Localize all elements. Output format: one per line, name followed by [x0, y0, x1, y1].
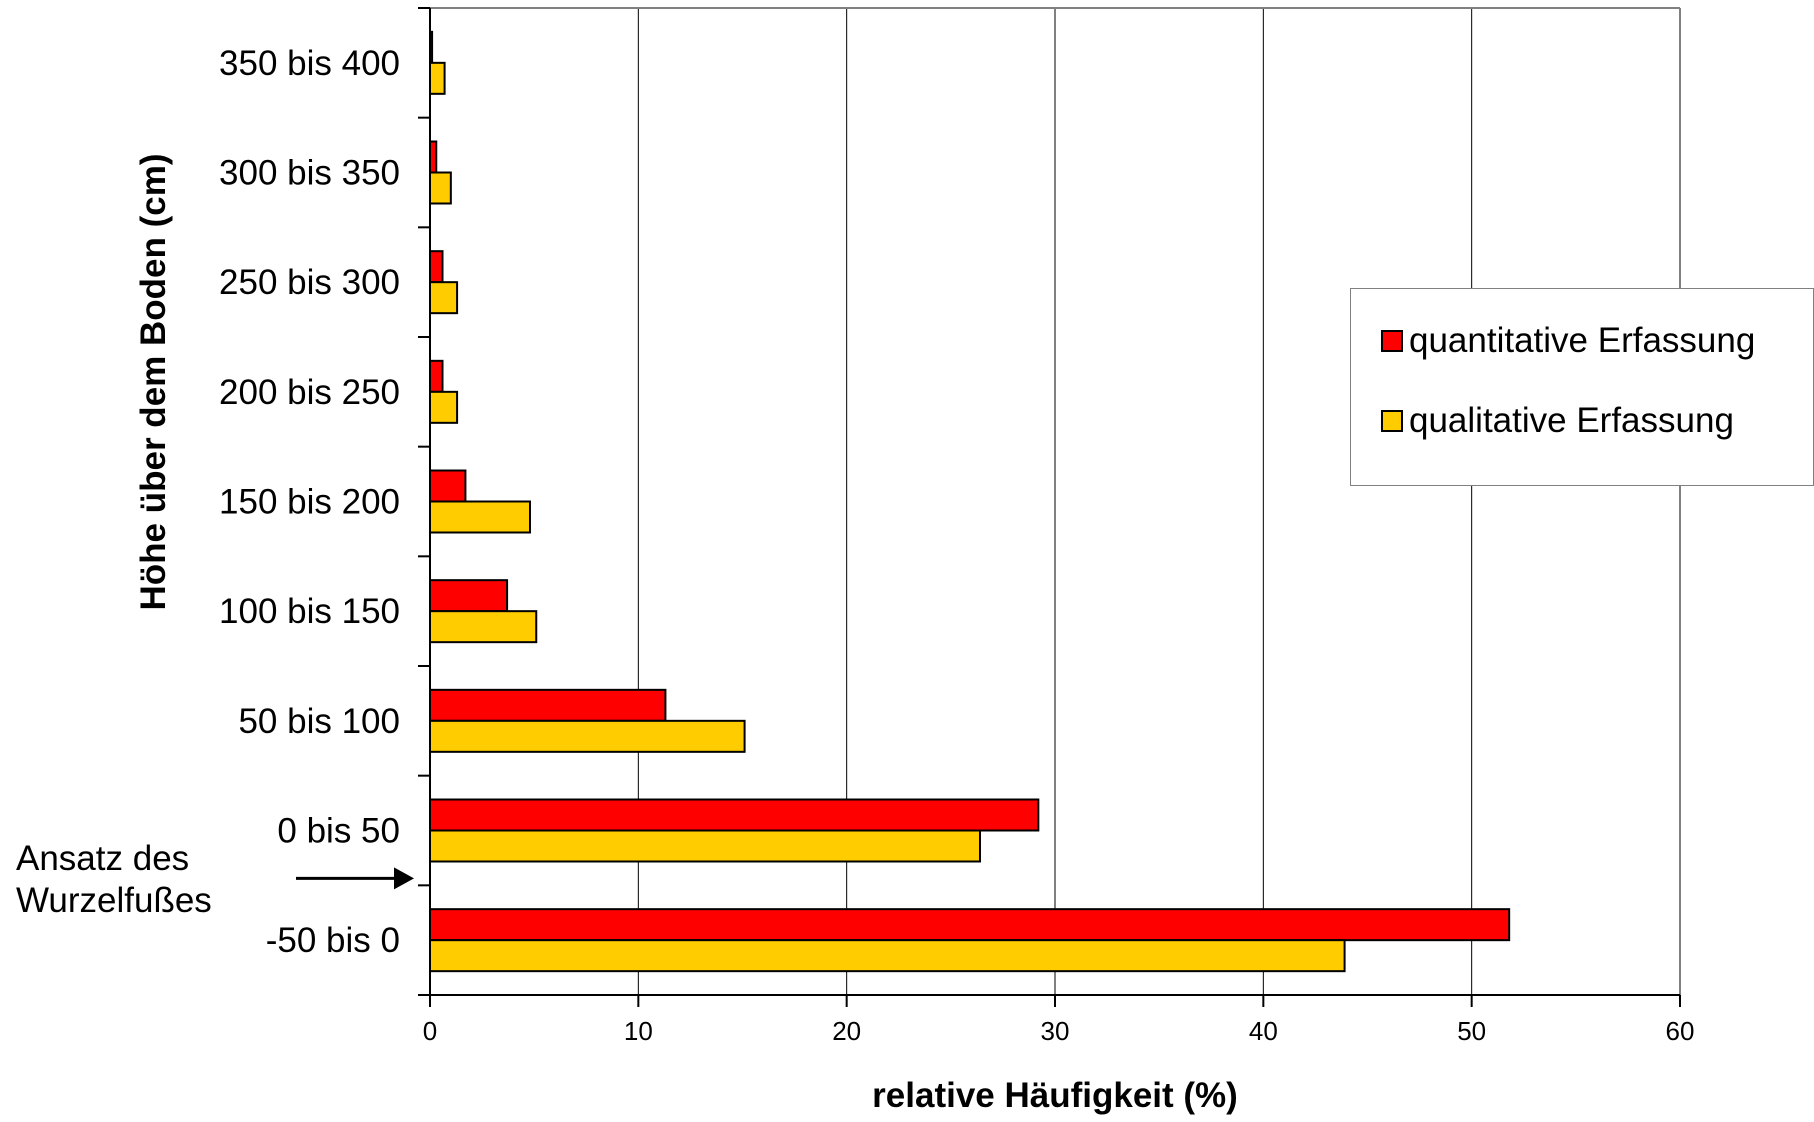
legend-label-qualitative: qualitative Erfassung	[1409, 401, 1734, 440]
bar-qualitative-5	[429, 390, 459, 424]
bar-qualitative-3	[429, 610, 538, 644]
x-axis-title: relative Häufigkeit (%)	[872, 1076, 1238, 1115]
y-tick-label-0: -50 bis 0	[266, 921, 400, 960]
legend-swatch-qualitative	[1381, 410, 1403, 432]
legend-swatch-quantitative	[1381, 330, 1403, 352]
y-tick-label-4: 150 bis 200	[219, 483, 400, 522]
y-tick-label-3: 100 bis 150	[219, 592, 400, 631]
x-tick-label-40: 40	[1249, 1016, 1278, 1046]
y-tick-label-2: 50 bis 100	[238, 702, 400, 741]
bar-quantitative-4	[429, 469, 467, 503]
bar-qualitative-7	[429, 171, 452, 205]
bar-quantitative-2	[429, 688, 667, 722]
x-tick-label-20: 20	[832, 1016, 861, 1046]
legend: quantitative Erfassung qualitative Erfas…	[1350, 288, 1814, 486]
bar-quantitative-1	[429, 798, 1040, 832]
annotation-line-2: Wurzelfußes	[16, 881, 212, 920]
y-tick-label-5: 200 bis 250	[219, 373, 400, 412]
bar-quantitative-5	[429, 359, 444, 393]
legend-item-qualitative: qualitative Erfassung	[1381, 401, 1734, 441]
bar-quantitative-3	[429, 579, 509, 613]
y-axis-title: Höhe über dem Boden (cm)	[134, 154, 173, 611]
bar-quantitative-6	[429, 250, 444, 284]
legend-item-quantitative: quantitative Erfassung	[1381, 321, 1755, 361]
y-tick-label-6: 250 bis 300	[219, 263, 400, 302]
y-tick-label-8: 350 bis 400	[219, 44, 400, 83]
bar-quantitative-0	[429, 908, 1511, 942]
bar-qualitative-0	[429, 939, 1346, 973]
legend-label-quantitative: quantitative Erfassung	[1409, 321, 1756, 360]
y-tick-label-1: 0 bis 50	[277, 812, 400, 851]
x-tick-label-30: 30	[1041, 1016, 1070, 1046]
x-tick-label-60: 60	[1666, 1016, 1695, 1046]
bar-qualitative-8	[429, 61, 446, 95]
bar-qualitative-6	[429, 281, 459, 315]
bar-qualitative-1	[429, 829, 981, 863]
bar-qualitative-2	[429, 719, 746, 753]
x-tick-label-0: 0	[423, 1016, 437, 1046]
x-tick-label-50: 50	[1457, 1016, 1486, 1046]
y-tick-label-7: 300 bis 350	[219, 154, 400, 193]
annotation-text: Ansatz des Wurzelfußes	[16, 838, 212, 922]
annotation-arrow-head	[394, 867, 414, 890]
annotation-line-1: Ansatz des	[16, 839, 190, 878]
bar-qualitative-4	[429, 500, 531, 534]
x-tick-label-10: 10	[624, 1016, 653, 1046]
